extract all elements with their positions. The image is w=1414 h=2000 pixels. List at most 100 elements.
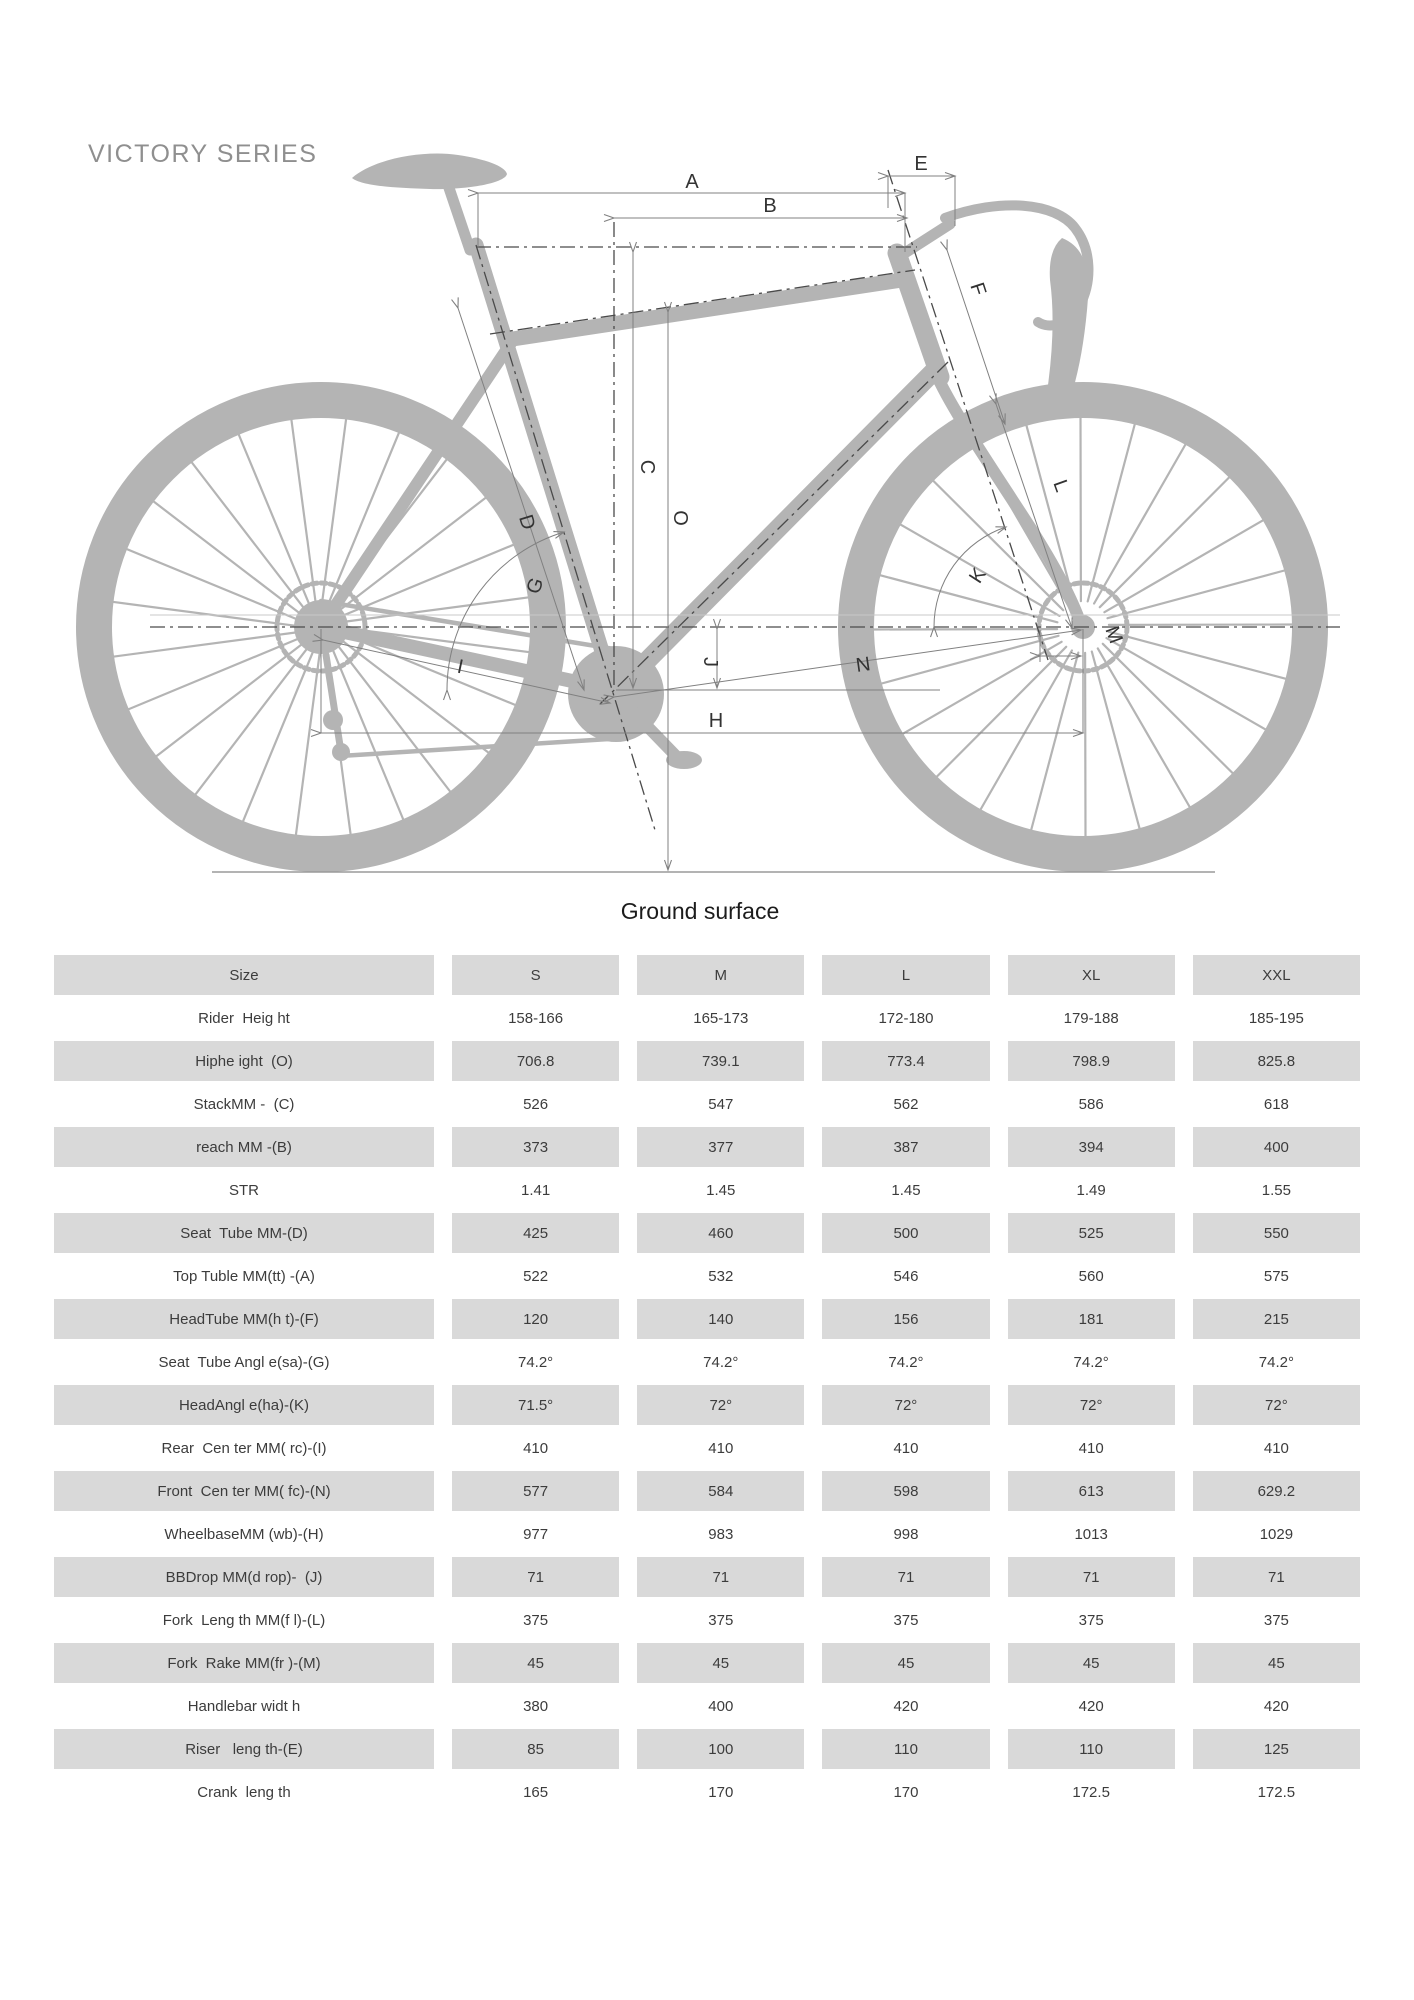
cell-value: 522	[452, 1256, 620, 1296]
row-label: Crank leng th	[54, 1772, 434, 1812]
table-row: HeadTube MM(h t)-(F) 120 140 156 181 215	[54, 1299, 1360, 1339]
spoke	[331, 648, 405, 823]
cell-value: 179-188	[1007, 998, 1175, 1038]
spoke	[193, 647, 308, 797]
row-label: Fork Leng th MM(f l)-(L)	[54, 1600, 434, 1640]
cell-value: 575	[1192, 1256, 1360, 1296]
cell-value: 420	[1007, 1686, 1175, 1726]
row-label: Rider Heig ht	[54, 998, 434, 1038]
cell-value: 410	[452, 1428, 620, 1468]
table-row: BBDrop MM(d rop)- (J) 71 71 71 71 71	[54, 1557, 1360, 1597]
row-label: HeadAngl e(ha)-(K)	[54, 1385, 434, 1425]
letter-D: D	[514, 512, 539, 532]
letter-O: O	[669, 510, 691, 526]
cell-value: 598	[822, 1471, 990, 1511]
cell-value: 380	[452, 1686, 620, 1726]
geometry-table: Size S M L XL XXL Rider Heig ht 158-166 165-173…	[36, 952, 1378, 1815]
cell-value: 560	[1007, 1256, 1175, 1296]
table-row: Hiphe ight (O) 706.8 739.1 773.4 798.9 825.8	[54, 1041, 1360, 1081]
letter-C: C	[636, 460, 658, 474]
stem	[891, 218, 956, 264]
spoke	[1090, 650, 1142, 832]
cell-value: 420	[1192, 1686, 1360, 1726]
cell-value: 156	[822, 1299, 990, 1339]
cell-value: 562	[822, 1084, 990, 1124]
spoke	[294, 651, 321, 838]
top-tube-axis	[489, 269, 916, 335]
column-header-xl: XL	[1007, 955, 1175, 995]
letter-L: L	[1048, 477, 1072, 495]
spoke	[290, 417, 317, 603]
letter-I: I	[455, 656, 465, 679]
column-header-s: S	[452, 955, 620, 995]
row-label: HeadTube MM(h t)-(F)	[54, 1299, 434, 1339]
bike-geometry-diagram: A B C D E F G H I J K L M N O	[76, 153, 1340, 873]
table-row: Top Tuble MM(tt) -(A) 522 532 546 560 575	[54, 1256, 1360, 1296]
page-title: VICTORY SERIES	[88, 140, 318, 168]
cell-value: 100	[637, 1729, 805, 1769]
cell-value: 577	[452, 1471, 620, 1511]
cell-value: 74.2°	[452, 1342, 620, 1382]
cell-value: 120	[452, 1299, 620, 1339]
cell-value: 185-195	[1192, 998, 1360, 1038]
row-label: StackMM - (C)	[54, 1084, 434, 1124]
column-header-l: L	[822, 955, 990, 995]
header-row: Size S M L XL XXL	[54, 955, 1360, 995]
letter-M: M	[1100, 623, 1126, 646]
dim-K-arc	[930, 526, 1008, 638]
bike-silhouette	[76, 153, 1328, 872]
cell-value: 71	[822, 1557, 990, 1597]
cell-value: 158-166	[452, 998, 620, 1038]
cell-value: 613	[1007, 1471, 1175, 1511]
cell-value: 825.8	[1192, 1041, 1360, 1081]
saddle	[352, 153, 507, 190]
cell-value: 72°	[1007, 1385, 1175, 1425]
spoke	[934, 645, 1068, 780]
cell-value: 532	[637, 1256, 805, 1296]
spoke	[237, 431, 311, 606]
spoke	[339, 495, 489, 611]
geometry-table-body: Rider Heig ht 158-166 165-173 172-180 179-18…	[54, 998, 1360, 1812]
cell-value: 977	[452, 1514, 620, 1554]
table-row: Seat Tube Angl e(sa)-(G) 74.2° 74.2° 74.2° 7…	[54, 1342, 1360, 1382]
cell-value: 125	[1192, 1729, 1360, 1769]
dim-L	[989, 393, 1073, 630]
cell-value: 170	[637, 1772, 805, 1812]
row-label: STR	[54, 1170, 434, 1210]
spoke	[241, 650, 315, 824]
table-row: Fork Leng th MM(f l)-(L) 375 375 375 375 375	[54, 1600, 1360, 1640]
axis-lines	[150, 169, 1340, 831]
spoke	[151, 499, 301, 615]
cell-value: 165	[452, 1772, 620, 1812]
letter-N: N	[854, 653, 871, 677]
geometry-table-header: Size S M L XL XXL	[54, 955, 1360, 995]
cell-value: 460	[637, 1213, 805, 1253]
cell-value: 85	[452, 1729, 620, 1769]
cell-value: 586	[1007, 1084, 1175, 1124]
cell-value: 1.49	[1007, 1170, 1175, 1210]
table-row: Front Cen ter MM( fc)-(N) 577 584 598 613 629…	[54, 1471, 1360, 1511]
spoke	[1107, 630, 1289, 681]
table-row: reach MM -(B) 373 377 387 394 400	[54, 1127, 1360, 1167]
dim-F	[940, 239, 1006, 426]
dim-N	[603, 627, 1083, 703]
row-label: Seat Tube MM-(D)	[54, 1213, 434, 1253]
column-header-size: Size	[54, 955, 434, 995]
spoke	[1101, 642, 1236, 776]
cell-value: 425	[452, 1213, 620, 1253]
cell-value: 410	[1007, 1428, 1175, 1468]
spoke	[1103, 518, 1266, 614]
row-label: Rear Cen ter MM( rc)-(I)	[54, 1428, 434, 1468]
cell-value: 45	[637, 1643, 805, 1683]
cell-value: 526	[452, 1084, 620, 1124]
cell-value: 773.4	[822, 1041, 990, 1081]
cell-value: 983	[637, 1514, 805, 1554]
cell-value: 375	[1007, 1600, 1175, 1640]
cell-value: 45	[822, 1643, 990, 1683]
dim-G-arc	[442, 531, 566, 701]
spoke	[1092, 441, 1188, 605]
spoke	[189, 459, 305, 609]
cell-value: 410	[637, 1428, 805, 1468]
dimension-lines	[150, 171, 1340, 873]
